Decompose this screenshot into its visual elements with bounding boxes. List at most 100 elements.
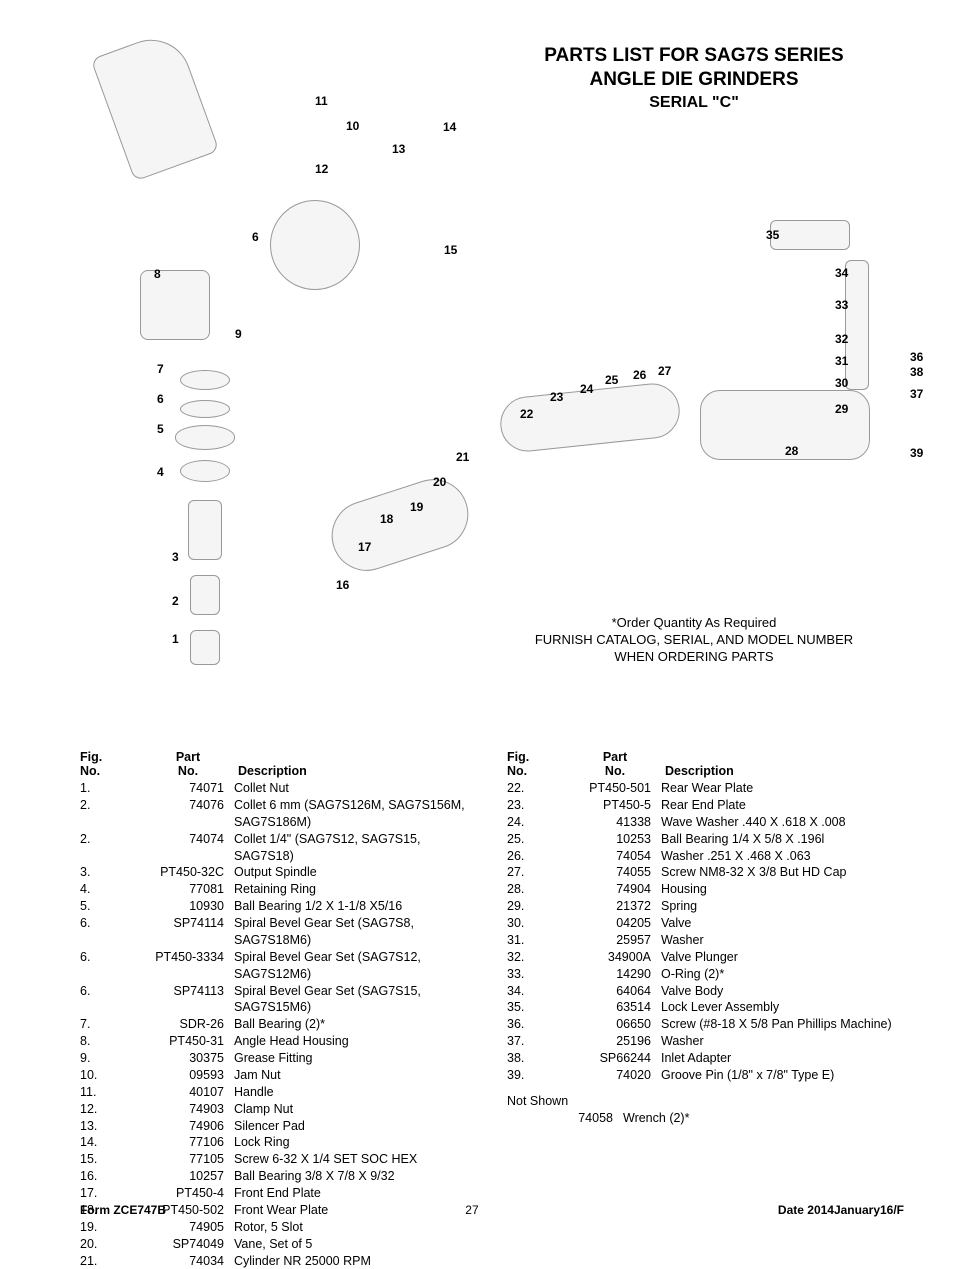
diagram-shape	[180, 460, 230, 482]
order-note-line: WHEN ORDERING PARTS	[484, 649, 904, 666]
callout-17: 17	[358, 540, 371, 554]
col-header-desc: Description	[230, 750, 477, 780]
callout-39: 39	[910, 446, 923, 460]
cell-part: 40107	[150, 1084, 230, 1101]
cell-fig: 27.	[507, 864, 577, 881]
cell-part: 25957	[577, 932, 657, 949]
table-row: 22.PT450-501Rear Wear Plate	[507, 780, 904, 797]
cell-fig: 21.	[80, 1253, 150, 1269]
table-row: 7.SDR-26Ball Bearing (2)*	[80, 1016, 477, 1033]
callout-35: 35	[766, 228, 779, 242]
cell-desc: Valve Plunger	[657, 949, 904, 966]
cell-fig: 9.	[80, 1050, 150, 1067]
cell-fig: 35.	[507, 999, 577, 1016]
cell-part: 77106	[150, 1134, 230, 1151]
parts-table-left: Fig.No. PartNo. Description 1.74071Colle…	[80, 750, 477, 1269]
table-row: 10.09593Jam Nut	[80, 1067, 477, 1084]
cell-fig: 19.	[80, 1219, 150, 1236]
cell-fig: 32.	[507, 949, 577, 966]
callout-3: 3	[172, 550, 179, 564]
table-row: 21.74034Cylinder NR 25000 RPM	[80, 1253, 477, 1269]
cell-desc: Spiral Bevel Gear Set (SAG7S8, SAG7S18M6…	[230, 915, 477, 949]
cell-desc: Retaining Ring	[230, 881, 477, 898]
order-note: *Order Quantity As Required FURNISH CATA…	[484, 615, 904, 666]
cell-part: 10930	[150, 898, 230, 915]
cell-desc: Output Spindle	[230, 864, 477, 881]
callout-24: 24	[580, 382, 593, 396]
diagram-shape	[175, 425, 235, 450]
table-row: 4.77081Retaining Ring	[80, 881, 477, 898]
cell-fig: 10.	[80, 1067, 150, 1084]
cell-part: SDR-26	[150, 1016, 230, 1033]
cell-part: 74906	[150, 1118, 230, 1135]
cell-part: SP74049	[150, 1236, 230, 1253]
cell-desc: Ball Bearing 1/2 X 1-1/8 X5/16	[230, 898, 477, 915]
table-row: 5.10930Ball Bearing 1/2 X 1-1/8 X5/16	[80, 898, 477, 915]
table-row: 28.74904Housing	[507, 881, 904, 898]
cell-part: 74076	[150, 797, 230, 831]
table-row: 12.74903Clamp Nut	[80, 1101, 477, 1118]
table-row: 15.77105Screw 6-32 X 1/4 SET SOC HEX	[80, 1151, 477, 1168]
callout-18: 18	[380, 512, 393, 526]
cell-fig: 11.	[80, 1084, 150, 1101]
cell-fig: 29.	[507, 898, 577, 915]
cell-desc: Rear End Plate	[657, 797, 904, 814]
cell-fig: 22.	[507, 780, 577, 797]
col-header-part: PartNo.	[150, 750, 230, 780]
table-row: 8.PT450-31Angle Head Housing	[80, 1033, 477, 1050]
page: PARTS LIST FOR SAG7S SERIES ANGLE DIE GR…	[0, 0, 954, 1235]
col-header-part: PartNo.	[577, 750, 657, 780]
cell-fig: 2.	[80, 831, 150, 865]
cell-fig: 4.	[80, 881, 150, 898]
cell-desc: Angle Head Housing	[230, 1033, 477, 1050]
table-row: 31.25957Washer	[507, 932, 904, 949]
cell-part: 74058	[539, 1110, 619, 1127]
cell-part: 74904	[577, 881, 657, 898]
cell-fig: 2.	[80, 797, 150, 831]
callout-16: 16	[336, 578, 349, 592]
cell-part: 06650	[577, 1016, 657, 1033]
cell-part: 74034	[150, 1253, 230, 1269]
callout-11: 11	[315, 94, 328, 108]
table-row: 16.10257Ball Bearing 3/8 X 7/8 X 9/32	[80, 1168, 477, 1185]
cell-part: PT450-4	[150, 1185, 230, 1202]
callout-28: 28	[785, 444, 798, 458]
cell-desc: Grease Fitting	[230, 1050, 477, 1067]
diagram-shape	[770, 220, 850, 250]
cell-desc: Handle	[230, 1084, 477, 1101]
table-row: 38.SP66244Inlet Adapter	[507, 1050, 904, 1067]
cell-fig: 34.	[507, 983, 577, 1000]
table-row: 35.63514Lock Lever Assembly	[507, 999, 904, 1016]
cell-part: 63514	[577, 999, 657, 1016]
footer-page: 27	[465, 1203, 478, 1217]
table-row: 24.41338Wave Washer .440 X .618 X .008	[507, 814, 904, 831]
table-row: 74058Wrench (2)*	[507, 1110, 904, 1127]
callout-9: 9	[235, 327, 242, 341]
callout-33: 33	[835, 298, 848, 312]
cell-part: 25196	[577, 1033, 657, 1050]
callout-7: 7	[157, 362, 164, 376]
footer-date: Date 2014January16/F	[778, 1203, 904, 1217]
cell-part: 74074	[150, 831, 230, 865]
callout-21: 21	[456, 450, 469, 464]
cell-fig: 13.	[80, 1118, 150, 1135]
diagram-shape	[845, 260, 869, 390]
cell-fig: 6.	[80, 983, 150, 1017]
footer-form: Form ZCE747B	[80, 1203, 166, 1217]
diagram-shape	[270, 200, 360, 290]
cell-part: 74054	[577, 848, 657, 865]
cell-desc: Groove Pin (1/8" x 7/8" Type E)	[657, 1067, 904, 1084]
cell-part: 74055	[577, 864, 657, 881]
cell-fig: 20.	[80, 1236, 150, 1253]
cell-part: 74903	[150, 1101, 230, 1118]
table-row: 6.SP74113Spiral Bevel Gear Set (SAG7S15,…	[80, 983, 477, 1017]
callout-38: 38	[910, 365, 923, 379]
cell-part: 09593	[150, 1067, 230, 1084]
cell-desc: Washer .251 X .468 X .063	[657, 848, 904, 865]
table-row: 14.77106Lock Ring	[80, 1134, 477, 1151]
cell-part: SP74113	[150, 983, 230, 1017]
cell-part: 10257	[150, 1168, 230, 1185]
cell-part: 77081	[150, 881, 230, 898]
cell-part: 10253	[577, 831, 657, 848]
cell-part: 30375	[150, 1050, 230, 1067]
